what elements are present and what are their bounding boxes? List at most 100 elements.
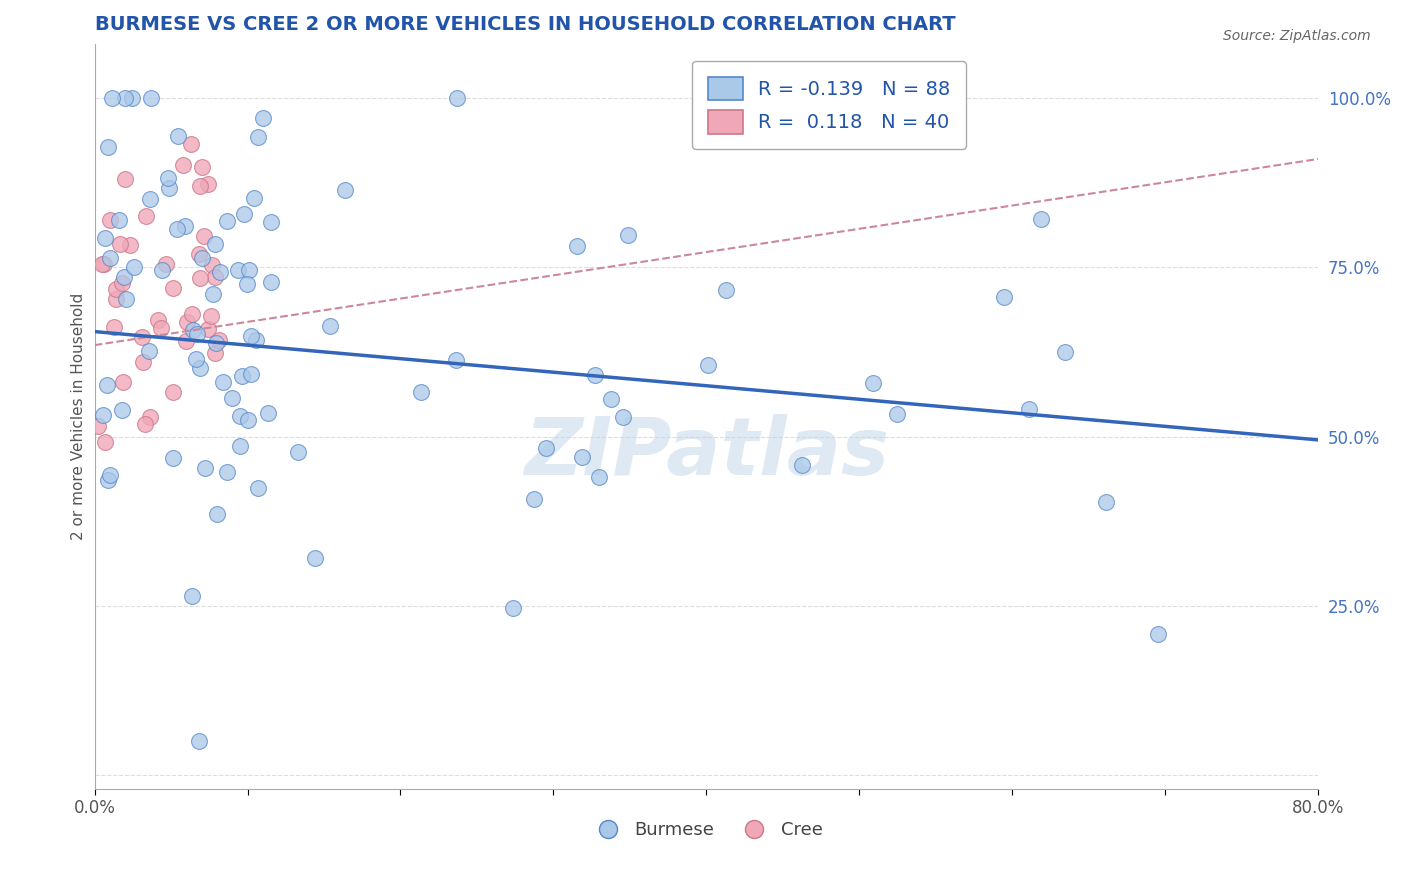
Point [446,91,468,105]
Point [319,319,342,334]
Point [114,91,136,105]
Legend: Burmese, Cree: Burmese, Cree [582,814,831,847]
Point [93,231,115,245]
Point [201,258,224,272]
Point [444,352,467,367]
Point [409,384,432,399]
Point [149,321,172,335]
Point [523,492,546,507]
Point [157,171,180,186]
Point [238,263,260,277]
Point [193,228,215,243]
Point [141,91,163,105]
Point [162,384,184,399]
Point [229,409,252,423]
Point [90,257,112,271]
Point [226,263,249,277]
Point [148,313,170,327]
Point [183,323,205,337]
Point [260,215,283,229]
Text: BURMESE VS CREE 2 OR MORE VEHICLES IN HOUSEHOLD CORRELATION CHART: BURMESE VS CREE 2 OR MORE VEHICLES IN HO… [94,15,955,34]
Point [1095,494,1118,508]
Point [242,191,264,205]
Point [260,275,283,289]
Point [588,469,610,483]
Point [571,450,593,464]
Point [697,358,720,372]
Point [115,293,138,307]
Point [201,287,224,301]
Point [97,140,120,154]
Point [135,209,157,223]
Point [114,172,136,186]
Point [98,213,121,227]
Point [111,402,134,417]
Point [188,247,211,261]
Point [205,507,228,521]
Text: Source: ZipAtlas.com: Source: ZipAtlas.com [1223,29,1371,43]
Point [108,213,131,227]
Point [335,182,357,196]
Point [93,257,115,271]
Point [184,352,207,367]
Point [1018,401,1040,416]
Y-axis label: 2 or more Vehicles in Household: 2 or more Vehicles in Household [72,293,86,540]
Point [118,237,141,252]
Point [105,293,128,307]
Point [502,601,524,615]
Point [205,335,228,350]
Point [91,408,114,422]
Point [240,367,263,381]
Point [204,345,226,359]
Point [188,178,211,193]
Point [208,265,231,279]
Point [246,481,269,495]
Point [150,262,173,277]
Point [1029,211,1052,226]
Point [180,589,202,603]
Point [98,467,121,482]
Point [565,238,588,252]
Point [208,334,231,348]
Point [221,391,243,405]
Point [236,413,259,427]
Point [112,270,135,285]
Point [180,307,202,321]
Point [217,466,239,480]
Point [174,219,197,233]
Point [190,160,212,174]
Point [131,330,153,344]
Point [204,269,226,284]
Point [197,177,219,191]
Point [612,409,634,424]
Point [287,445,309,459]
Point [1054,345,1077,359]
Point [188,734,211,748]
Point [174,334,197,348]
Point [138,344,160,359]
Point [134,417,156,431]
Point [790,458,813,472]
Point [190,251,212,265]
Point [162,281,184,295]
Point [111,376,134,390]
Point [231,368,253,383]
Point [245,333,267,347]
Point [103,320,125,334]
Point [155,257,177,271]
Point [97,473,120,487]
Point [188,361,211,376]
Point [162,450,184,465]
Point [96,377,118,392]
Point [190,271,212,285]
Point [167,128,190,143]
Point [139,410,162,425]
Point [105,282,128,296]
Point [101,91,124,105]
Point [617,228,640,243]
Point [122,260,145,274]
Point [1146,627,1168,641]
Point [862,376,884,390]
Point [121,91,143,105]
Point [886,407,908,421]
